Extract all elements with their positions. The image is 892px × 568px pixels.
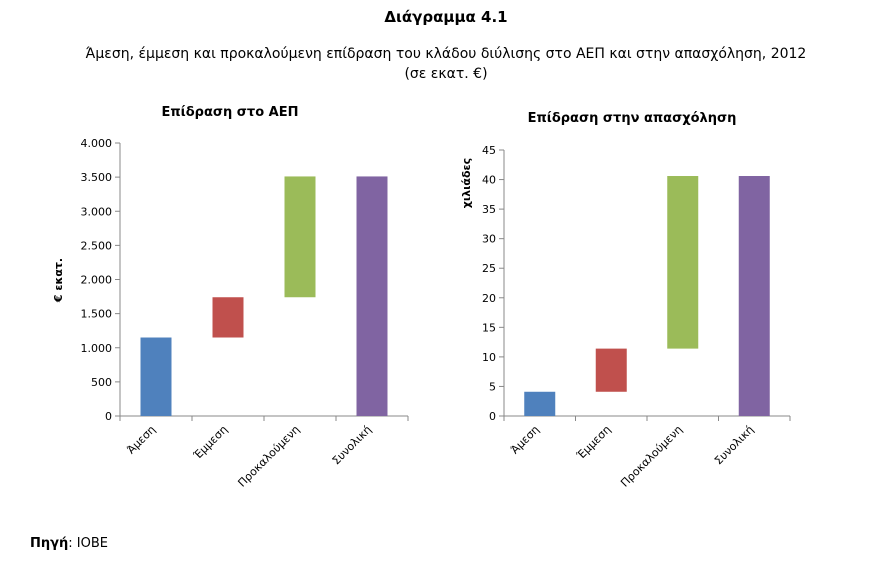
gdp-y-tick-label: 0 <box>105 410 112 423</box>
emp-y-tick-label: 35 <box>482 203 496 216</box>
emp-y-tick-label: 25 <box>482 262 496 275</box>
emp-y-tick-label: 15 <box>482 321 496 334</box>
emp-y-tick-label: 30 <box>482 233 496 246</box>
figure-subtitle: Άμεση, έμμεση και προκαλούμενη επίδραση … <box>0 44 892 84</box>
source-value: : IOBE <box>68 536 108 551</box>
gdp-y-tick-label: 2.000 <box>81 274 113 287</box>
gdp-y-tick-label: 3.500 <box>81 171 113 184</box>
figure-heading: Διάγραμμα 4.1 <box>384 8 508 26</box>
emp-bar-4 <box>738 176 770 416</box>
gdp-y-tick-label: 500 <box>91 376 112 389</box>
gdp-y-tick-label: 3.000 <box>81 205 113 218</box>
emp-bar-3 <box>667 176 699 349</box>
emp-category-label: Άμεση <box>508 423 542 457</box>
emp-y-tick-label: 5 <box>489 380 496 393</box>
emp-y-tick-label: 40 <box>482 174 496 187</box>
gdp-y-tick-label: 4.000 <box>81 137 113 150</box>
gdp-bar-4 <box>356 176 388 416</box>
emp-y-tick-label: 20 <box>482 292 496 305</box>
gdp-bar-3 <box>284 176 316 298</box>
emp-bar-2 <box>595 348 627 392</box>
emp-category-label: Συνολική <box>712 423 756 467</box>
emp-category-label: Προκαλούμενη <box>618 423 685 490</box>
emp-y-tick-label: 45 <box>482 144 496 157</box>
emp-y-tick-label: 10 <box>482 351 496 364</box>
gdp-y-axis-label: € εκατ. <box>52 258 65 303</box>
gdp-y-tick-label: 1.500 <box>81 308 113 321</box>
gdp-chart-title: Επίδραση στο ΑΕΠ <box>161 105 298 120</box>
emp-chart-title: Επίδραση στην απασχόληση <box>528 111 737 126</box>
source-note: Πηγή: IOBE <box>30 536 108 551</box>
gdp-bar-2 <box>212 297 244 338</box>
emp-y-axis-label: χιλιάδες <box>460 158 473 208</box>
subtitle-line-2: (σε εκατ. €) <box>404 66 488 82</box>
emp-bar-1 <box>524 391 556 416</box>
gdp-y-tick-label: 2.500 <box>81 239 113 252</box>
emp-category-label: Έμμεση <box>574 423 614 463</box>
subtitle-line-1: Άμεση, έμμεση και προκαλούμενη επίδραση … <box>85 46 807 62</box>
source-label: Πηγή <box>30 536 69 551</box>
gdp-bar-1 <box>140 337 172 416</box>
emp-y-tick-label: 0 <box>489 410 496 423</box>
gdp-y-tick-label: 1.000 <box>81 342 113 355</box>
